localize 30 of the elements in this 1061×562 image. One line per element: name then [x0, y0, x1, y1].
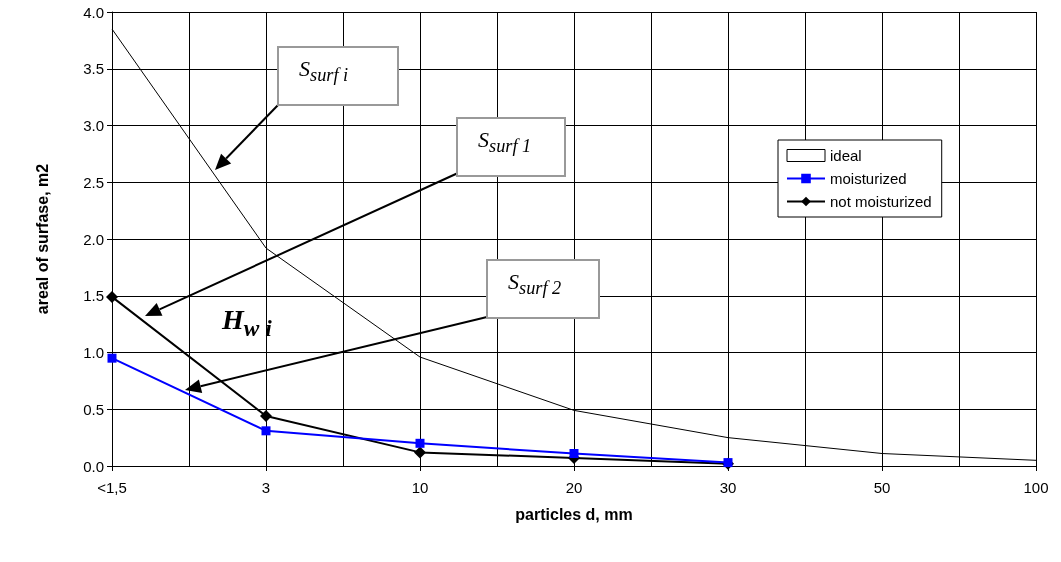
y-tick-label: 3.5	[83, 60, 104, 78]
x-tick-label: <1,5	[97, 479, 127, 496]
point	[415, 438, 425, 448]
legend-label: not moisturized	[830, 193, 932, 210]
y-tick-label: 3.0	[83, 117, 104, 134]
x-tick-label: 10	[411, 479, 429, 496]
x-tick-label: 20	[565, 479, 583, 496]
y-tick-label: 4.0	[83, 3, 104, 21]
x-tick-label: 50	[873, 479, 891, 496]
y-tick-label: 1.5	[83, 287, 104, 305]
callout-box: S$_{surf 2}$	[486, 259, 600, 319]
y-tick-label: 2.5	[83, 173, 104, 191]
y-axis-title: areal of surfase, m2	[33, 163, 51, 315]
y-tick-label: 2.0	[83, 230, 104, 248]
point	[569, 449, 579, 459]
point	[260, 410, 272, 423]
callout-box: S$_{surf i}$	[277, 46, 399, 106]
point	[106, 290, 118, 303]
callout-box: S$_{surf 1}$	[456, 117, 566, 177]
x-tick-label: 3	[261, 479, 271, 496]
x-tick-label: 100	[1023, 479, 1049, 496]
x-axis-title: particles d, mm	[515, 505, 633, 523]
y-tick-label: 1.0	[83, 344, 104, 361]
x-tick-label: 30	[719, 479, 737, 496]
y-tick-label: 0.5	[83, 400, 104, 418]
legend-label: ideal	[830, 147, 862, 164]
y-tick-label: 0.0	[83, 457, 104, 475]
point	[414, 446, 426, 459]
legend-label: moisturized	[830, 170, 907, 187]
point	[261, 426, 271, 436]
